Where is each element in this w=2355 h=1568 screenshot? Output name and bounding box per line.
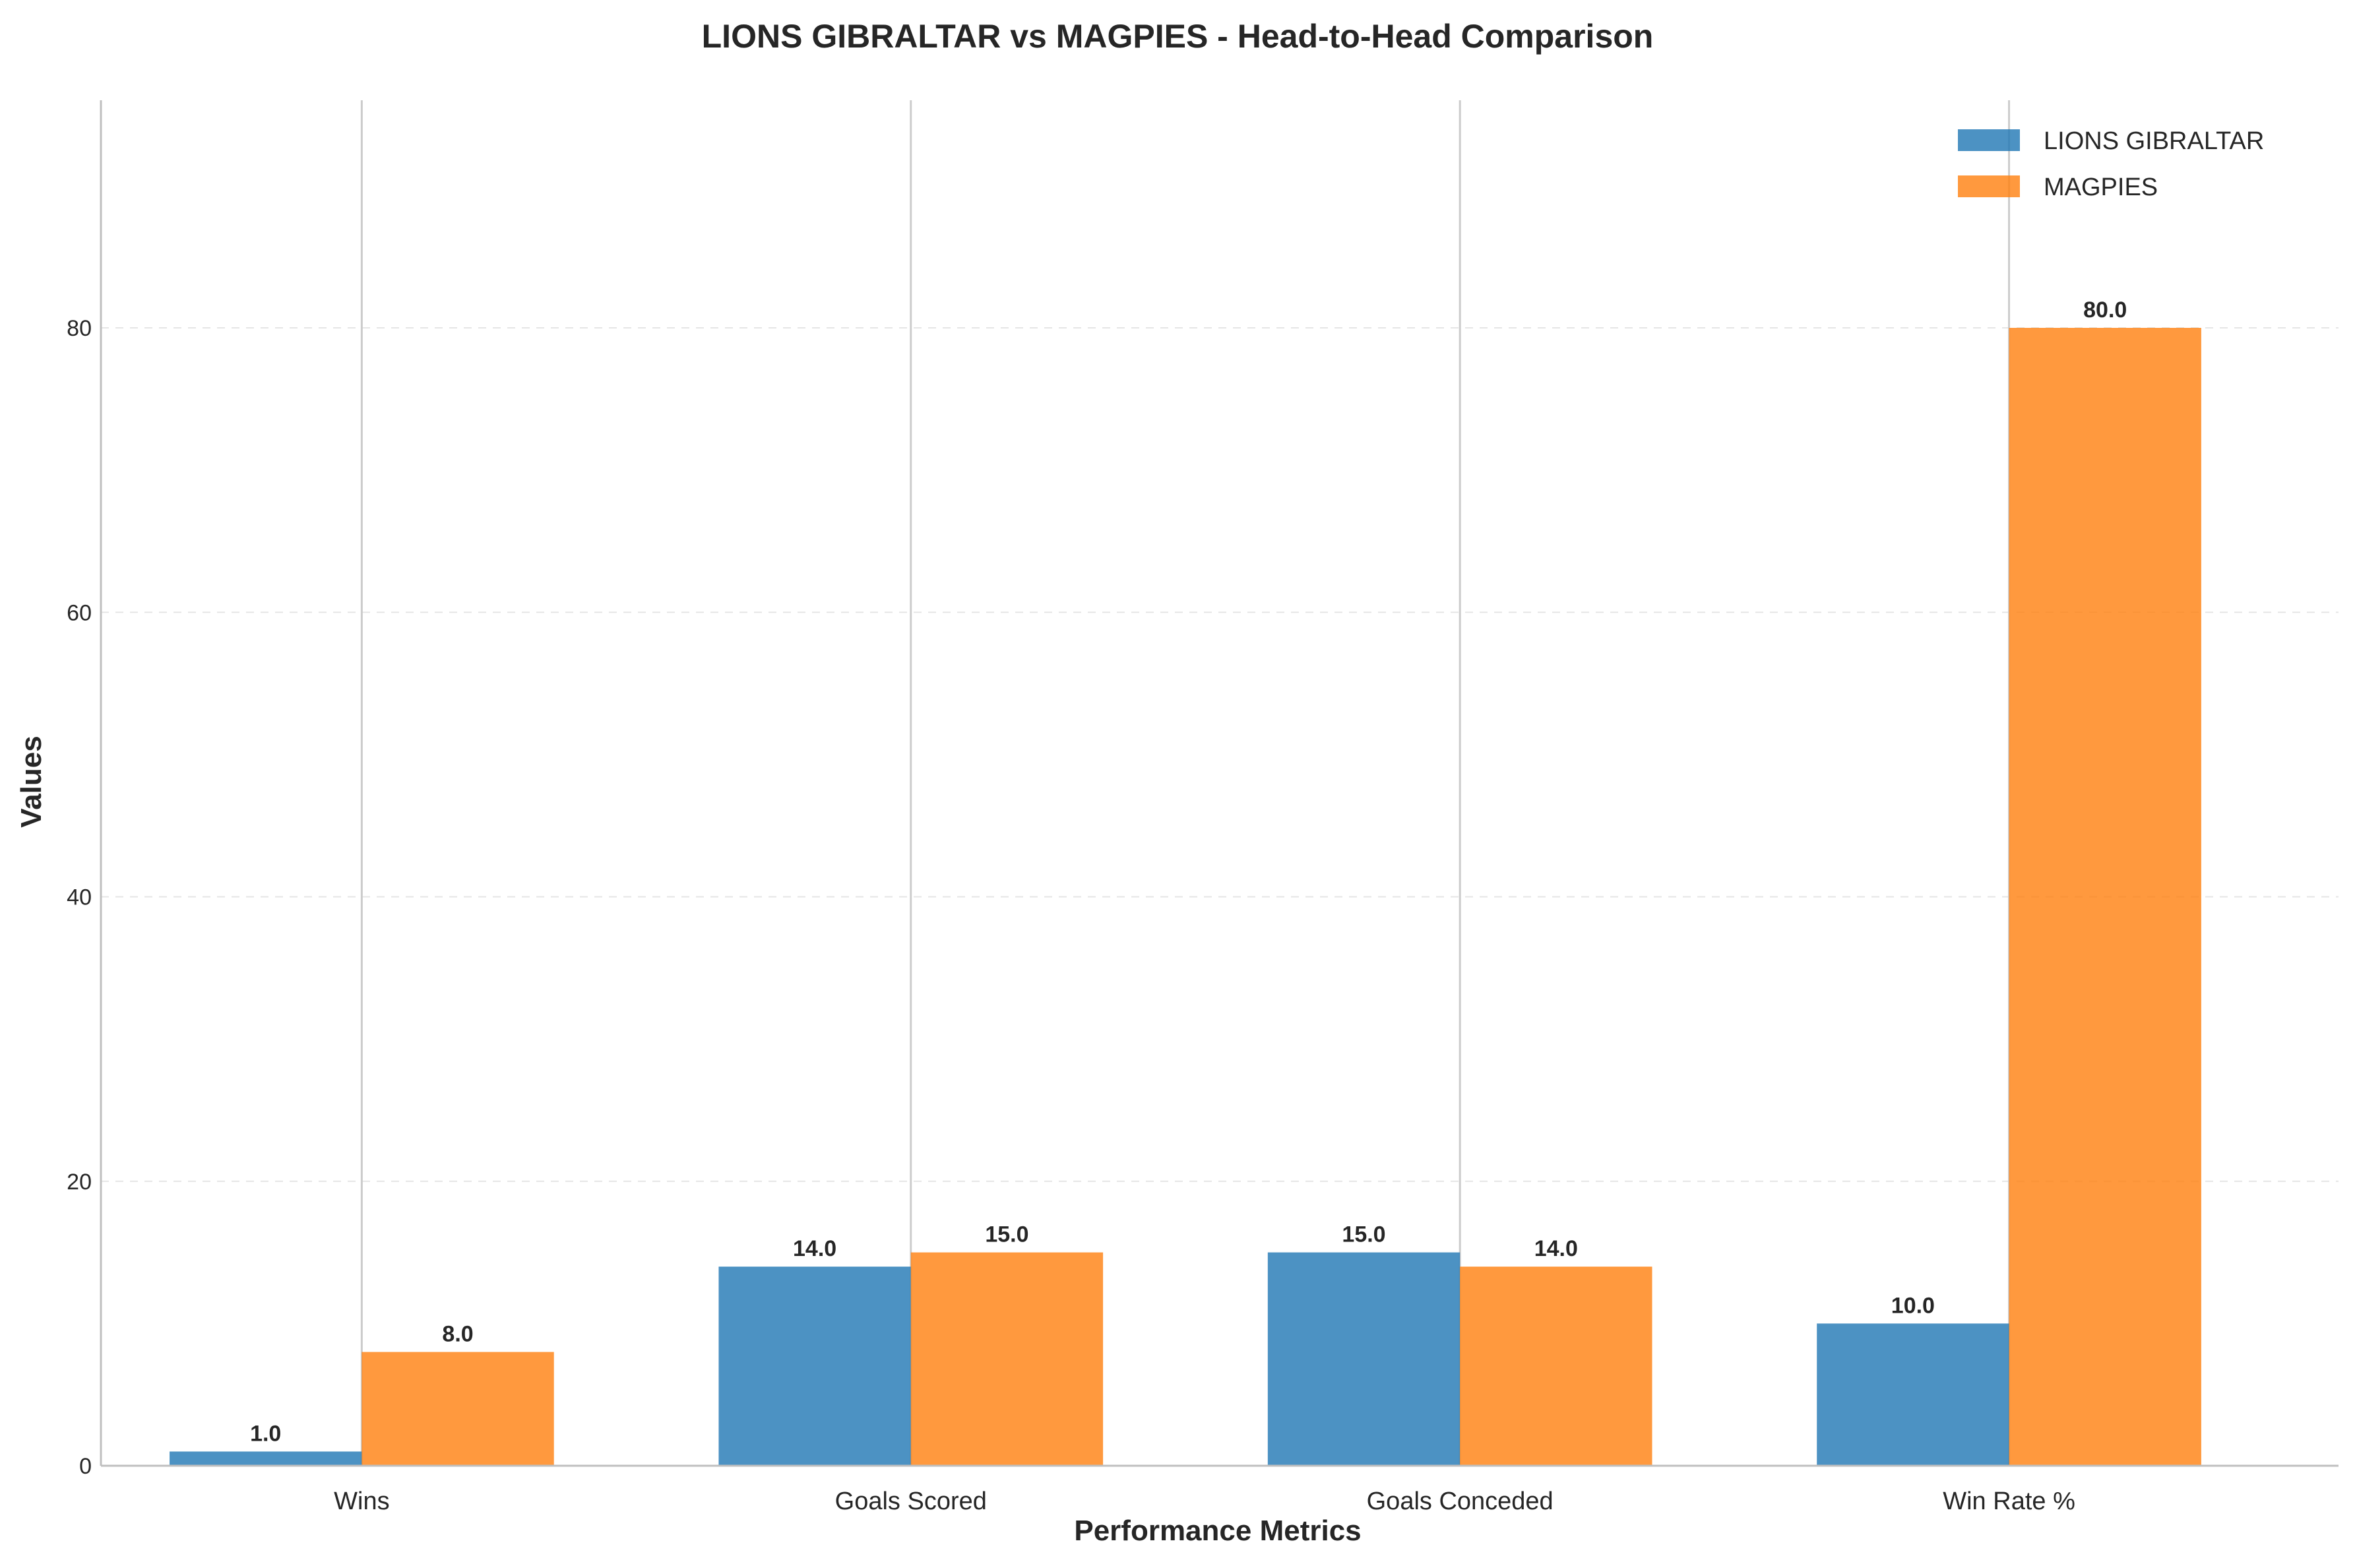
category-lines xyxy=(360,100,2011,1466)
grid-layer xyxy=(101,327,2339,1182)
bar-magpies xyxy=(910,1252,1104,1466)
value-label: 10.0 xyxy=(1891,1293,1935,1318)
legend-label: LIONS GIBRALTAR xyxy=(2044,127,2264,155)
x-axis-label: Performance Metrics xyxy=(1074,1515,1361,1547)
bar-magpies xyxy=(2009,328,2201,1466)
x-tick-label: Goals Scored xyxy=(835,1488,987,1515)
bars xyxy=(170,328,2201,1466)
bar-lions-gibraltar xyxy=(1267,1252,1460,1466)
y-tick-label: 40 xyxy=(67,885,92,910)
legend-swatch-lions-gibraltar xyxy=(1958,129,2020,151)
legend-label: MAGPIES xyxy=(2044,173,2158,201)
axes xyxy=(100,100,2339,1467)
y-tick-label: 80 xyxy=(67,316,92,341)
x-tick-label: Wins xyxy=(334,1488,389,1515)
bar-lions-gibraltar xyxy=(718,1267,911,1466)
value-label: 15.0 xyxy=(985,1222,1028,1247)
bar-lions-gibraltar xyxy=(1817,1323,2009,1466)
value-label: 80.0 xyxy=(2083,298,2127,323)
value-label: 15.0 xyxy=(1342,1222,1385,1247)
bar-magpies xyxy=(361,1352,554,1466)
y-tick-labels: 0 20 40 60 80 xyxy=(67,316,92,1479)
value-label: 14.0 xyxy=(1534,1236,1578,1261)
y-tick-label: 0 xyxy=(79,1454,92,1479)
chart-title: LIONS GIBRALTAR vs MAGPIES - Head-to-Hea… xyxy=(702,18,1654,55)
value-label: 8.0 xyxy=(442,1322,473,1347)
legend: LIONS GIBRALTAR MAGPIES xyxy=(1958,127,2264,201)
legend-swatch-magpies xyxy=(1958,175,2020,197)
bar-magpies xyxy=(1460,1267,1652,1466)
y-axis-label: Values xyxy=(15,736,47,827)
x-tick-labels: Wins Goals Scored Goals Conceded Win Rate % xyxy=(334,1488,2075,1515)
value-label: 1.0 xyxy=(250,1421,281,1446)
y-tick-label: 60 xyxy=(67,600,92,625)
y-tick-label: 20 xyxy=(67,1170,92,1195)
bar-lions-gibraltar xyxy=(170,1451,362,1466)
x-tick-label: Win Rate % xyxy=(1943,1488,2075,1515)
value-labels: 1.0 14.0 15.0 10.0 8.0 15.0 14.0 80.0 xyxy=(250,298,2127,1446)
x-tick-label: Goals Conceded xyxy=(1367,1488,1554,1515)
value-label: 14.0 xyxy=(793,1236,836,1261)
